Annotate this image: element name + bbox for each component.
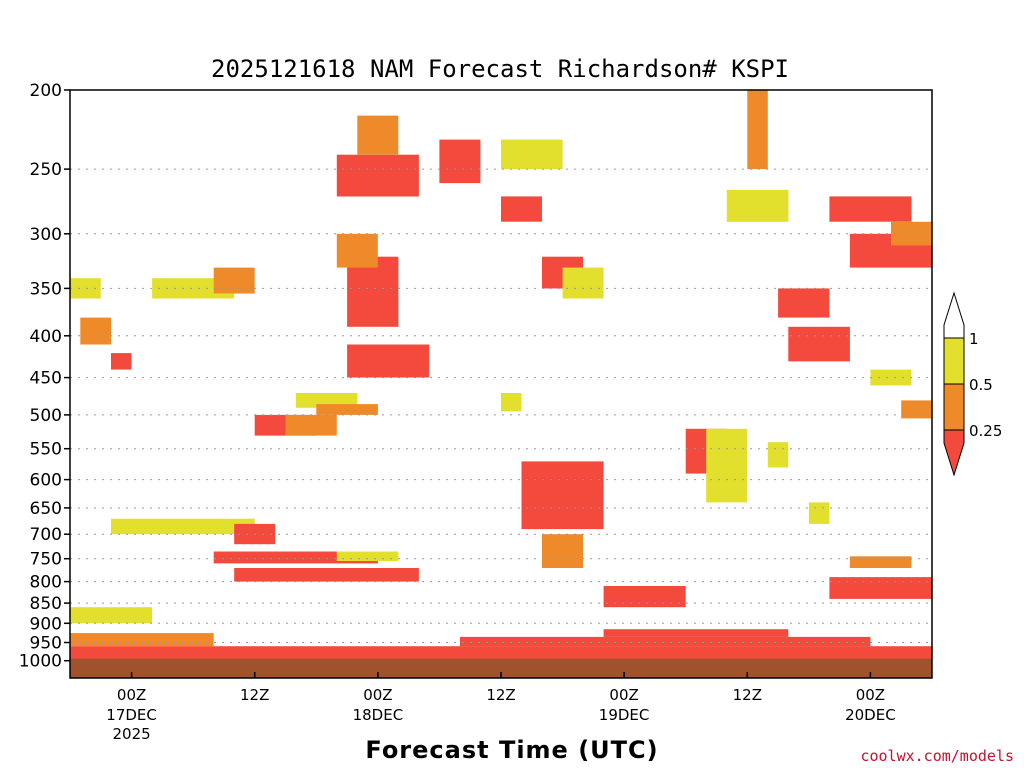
heatmap-cell-low-15 [829, 577, 932, 599]
heatmap-cell-mid-37 [747, 90, 768, 170]
colorbar-label-0.25: 0.25 [969, 422, 1002, 440]
colorbar-swatch-high [943, 337, 965, 385]
y-tick-label-800: 800 [30, 573, 62, 593]
y-tick-label-900: 900 [30, 614, 62, 634]
heatmap-cell-low-22 [347, 256, 399, 327]
y-tick-label-250: 250 [30, 160, 62, 180]
y-axis: 200 250 300 350 400 450 500 550 600 650 700 750 8008… [19, 81, 70, 672]
x-tick-label-0: 00Z [117, 686, 146, 704]
heatmap-cell-high-14 [706, 428, 748, 503]
heatmap-cell-low-12 [603, 586, 686, 608]
heatmap-cell-low-31 [439, 139, 481, 184]
heatmap-cell-high-36 [501, 393, 522, 412]
heatmap-cell-mid-30 [316, 404, 378, 415]
heatmap-cell-mid-16 [849, 556, 912, 568]
heatmap-cell-low-24 [347, 344, 430, 378]
heatmap-cell-mid-3 [70, 633, 214, 647]
heatmap-cell-high-17 [70, 278, 101, 299]
heatmap-cell-high-29 [295, 393, 358, 408]
heatmap-cell-high-5 [111, 518, 255, 535]
heatmap-cell-high-47 [808, 502, 830, 524]
heatmap-cell-low-40 [788, 326, 850, 362]
y-tick-label-850: 850 [30, 594, 62, 614]
x-axis-title: Forecast Time (UTC) [365, 736, 658, 764]
x-tick-date-0: 17DEC [106, 706, 157, 724]
heatmap-cell-low-19 [111, 353, 132, 370]
y-tick-label-1000: 1000 [19, 652, 62, 672]
x-tick-date-4: 19DEC [599, 706, 650, 724]
heatmap-cell-high-38 [726, 189, 789, 222]
colorbar-label-1: 1 [969, 330, 979, 348]
heatmap-cell-low-8 [234, 568, 419, 582]
y-tick-label-200: 200 [30, 81, 62, 101]
heatmap-cell-high-44 [870, 369, 912, 386]
y-tick-label-650: 650 [30, 499, 62, 519]
credit-link[interactable]: coolwx.com/models [860, 747, 1014, 765]
heatmap-cell-low-7 [213, 551, 378, 564]
chart-title: 2025121618 NAM Forecast Richardson# KSPI [211, 55, 789, 83]
x-tick-label-6: 00Z [856, 686, 885, 704]
heatmap-cell-low-32 [501, 196, 542, 222]
heatmap-cell-mid-23 [336, 233, 378, 268]
plot-background [70, 90, 932, 678]
y-tick-label-500: 500 [30, 406, 62, 426]
x-tick-label-3: 12Z [486, 686, 515, 704]
heatmap-cell-high-35 [501, 139, 563, 170]
heatmap-cells [70, 90, 932, 678]
colorbar: 1 0.5 0.25 [943, 291, 1002, 477]
heatmap-cell-mid-21 [213, 267, 255, 294]
heatmap-cell-low-39 [778, 288, 830, 318]
x-tick-label-2: 00Z [363, 686, 392, 704]
heatmap-cell-low-25 [336, 154, 419, 197]
heatmap-cell-high-20 [152, 278, 235, 299]
y-tick-label-700: 700 [30, 525, 62, 545]
y-tick-label-600: 600 [30, 471, 62, 491]
x-tick-date-6: 20DEC [845, 706, 896, 724]
y-tick-label-350: 350 [30, 279, 62, 299]
x-tick-date-2: 18DEC [353, 706, 404, 724]
y-tick-label-400: 400 [30, 327, 62, 347]
heatmap-cell-high-4 [70, 607, 153, 624]
heatmap-cell-low-1 [460, 636, 871, 647]
ground-band [70, 658, 932, 678]
heatmap-cell-high-46 [767, 442, 789, 468]
colorbar-label-0.5: 0.5 [969, 376, 993, 394]
heatmap-cell-mid-11 [542, 534, 583, 568]
heatmap-cell-mid-26 [357, 115, 399, 155]
heatmap-cell-mid-18 [80, 317, 112, 345]
y-tick-label-750: 750 [30, 550, 62, 570]
y-tick-label-300: 300 [30, 225, 62, 245]
heatmap-cell-low-10 [521, 461, 604, 530]
colorbar-bottom-arrow [943, 429, 965, 477]
x-tick-label-4: 00Z [609, 686, 638, 704]
y-tick-label-550: 550 [30, 440, 62, 460]
x-tick-label-1: 12Z [240, 686, 269, 704]
heatmap-cell-low-2 [603, 629, 789, 637]
heatmap-cell-low-0 [70, 646, 932, 661]
colorbar-swatch-mid [943, 383, 965, 431]
y-tick-label-950: 950 [30, 634, 62, 654]
x-tick-label-5: 12Z [733, 686, 762, 704]
heatmap-cell-mid-28 [285, 414, 337, 436]
heatmap-cell-high-9 [336, 551, 399, 561]
y-tick-label-450: 450 [30, 369, 62, 389]
x-tick-year-0: 2025 [113, 725, 151, 743]
heatmap-cell-mid-45 [901, 400, 932, 419]
heatmap-cell-low-41 [829, 196, 912, 222]
heatmap-cell-high-34 [562, 267, 604, 299]
